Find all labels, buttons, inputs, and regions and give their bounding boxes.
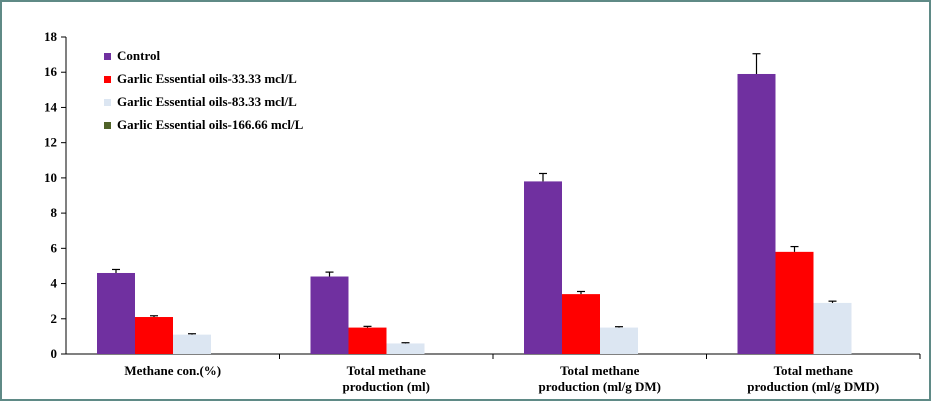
bar <box>524 181 562 354</box>
bar <box>135 317 173 354</box>
x-category-label: Total methane production (ml) <box>342 363 430 394</box>
y-tick-label: 16 <box>44 64 58 79</box>
x-category-label: Total methane production (ml/g DMD) <box>747 363 879 394</box>
x-category-labels: Methane con.(%) Total methane production (… <box>124 363 879 394</box>
y-tick-label: 6 <box>51 240 58 255</box>
bar <box>813 302 852 354</box>
bars <box>97 73 852 354</box>
legend-label: Garlic Essential oils-83.33 mcl/L <box>117 94 297 109</box>
y-tick-label: 10 <box>44 170 57 185</box>
y-tick-label: 2 <box>51 311 58 326</box>
y-tick-labels: 0 2 4 6 8 10 12 14 16 18 <box>44 29 58 361</box>
legend-label: Garlic Essential oils-33.33 mcl/L <box>117 71 297 86</box>
y-tick-label: 12 <box>44 135 57 150</box>
legend-swatch <box>104 99 111 106</box>
legend-swatch <box>104 76 111 83</box>
y-tick-label: 14 <box>44 99 58 114</box>
bar <box>173 334 211 354</box>
bar <box>737 73 776 354</box>
legend-label: Garlic Essential oils-166.66 mcl/L <box>117 117 304 132</box>
bar <box>348 327 387 354</box>
legend-swatch <box>104 122 111 129</box>
bar <box>562 294 600 354</box>
bar <box>600 327 638 354</box>
error-bars <box>112 53 837 344</box>
legend: Control Garlic Essential oils-33.33 mcl/L… <box>104 48 304 132</box>
bar <box>386 343 425 354</box>
x-category-label: Methane con.(%) <box>124 363 221 378</box>
y-tick-label: 8 <box>51 205 58 220</box>
y-tick-label: 4 <box>51 276 58 291</box>
x-category-label: Total methane production (ml/g DM) <box>538 363 661 394</box>
legend-swatch <box>104 53 111 60</box>
y-tick-label: 0 <box>51 346 58 361</box>
bar <box>97 272 135 354</box>
bar <box>310 276 349 354</box>
legend-label: Control <box>117 48 160 63</box>
bar <box>775 251 814 354</box>
y-tick-label: 18 <box>44 29 58 44</box>
